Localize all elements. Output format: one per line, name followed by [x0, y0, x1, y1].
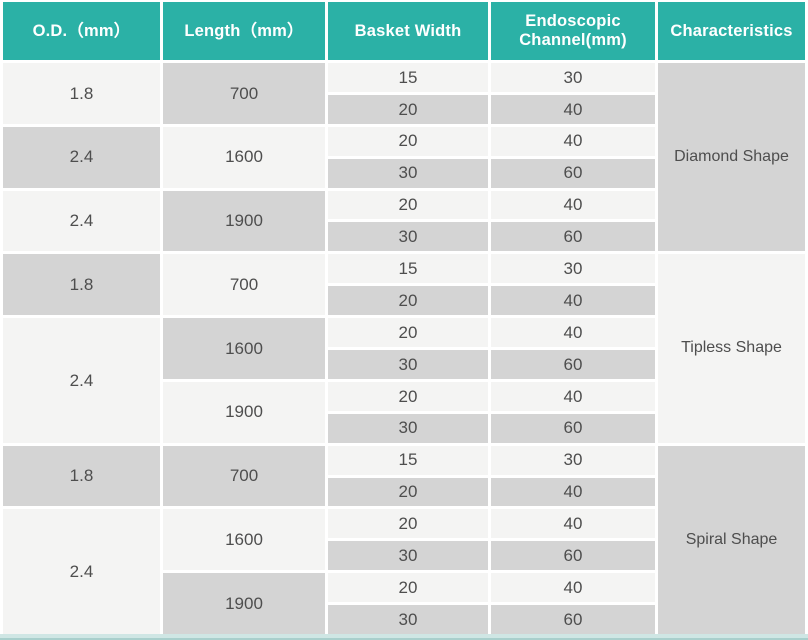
od-cell: 1.8 [3, 254, 160, 316]
basket-width-cell: 30 [328, 605, 488, 634]
endoscopic-channel-cell: 40 [491, 477, 655, 507]
header-od: O.D.（mm） [3, 2, 160, 60]
length-cell: 700 [163, 254, 325, 316]
endoscopic-channel-cell: 40 [491, 94, 655, 124]
endoscopic-channel-cell: 40 [491, 190, 655, 220]
characteristic-cell: Diamond Shape [658, 63, 805, 252]
endoscopic-channel-cell: 30 [491, 254, 655, 284]
basket-width-cell: 20 [328, 573, 488, 603]
endoscopic-channel-cell: 40 [491, 509, 655, 539]
basket-width-cell: 30 [328, 413, 488, 443]
endoscopic-channel-cell: 60 [491, 541, 655, 571]
header-endoscopic-channel-line2: Channel(mm) [519, 31, 627, 49]
length-cell: 1600 [163, 509, 325, 571]
endoscopic-channel-cell: 60 [491, 350, 655, 379]
length-cell: 700 [163, 63, 325, 124]
endoscopic-channel-cell: 60 [491, 413, 655, 443]
length-cell: 1600 [163, 318, 325, 379]
endoscopic-channel-cell: 30 [491, 63, 655, 92]
length-cell: 1900 [163, 190, 325, 252]
length-cell: 1900 [163, 381, 325, 443]
basket-width-cell: 20 [328, 477, 488, 507]
basket-width-cell: 15 [328, 63, 488, 92]
header-basket-width: Basket Width [328, 2, 488, 60]
endoscopic-channel-cell: 60 [491, 158, 655, 188]
characteristic-cell: Tipless Shape [658, 254, 805, 443]
od-cell: 2.4 [3, 190, 160, 252]
header-characteristics: Characteristics [658, 2, 805, 60]
length-cell: 1900 [163, 573, 325, 634]
basket-width-cell: 20 [328, 509, 488, 539]
od-cell: 2.4 [3, 509, 160, 634]
endoscopic-channel-cell: 40 [491, 286, 655, 316]
basket-width-cell: 20 [328, 126, 488, 156]
basket-width-cell: 15 [328, 445, 488, 475]
basket-width-cell: 20 [328, 381, 488, 411]
basket-width-cell: 20 [328, 286, 488, 316]
endoscopic-channel-cell: 40 [491, 126, 655, 156]
basket-width-cell: 20 [328, 94, 488, 124]
header-endoscopic-channel: Endoscopic Channel(mm) [491, 2, 655, 60]
od-cell: 2.4 [3, 126, 160, 188]
basket-width-cell: 30 [328, 350, 488, 379]
od-cell: 2.4 [3, 318, 160, 443]
od-cell: 1.8 [3, 63, 160, 124]
header-length: Length（mm） [163, 2, 325, 60]
endoscopic-channel-cell: 40 [491, 573, 655, 603]
length-cell: 700 [163, 445, 325, 507]
basket-width-cell: 30 [328, 541, 488, 571]
header-endoscopic-channel-lines: Endoscopic Channel(mm) [519, 12, 627, 50]
bottom-accent-band [0, 634, 808, 640]
od-cell: 1.8 [3, 445, 160, 507]
endoscopic-channel-cell: 60 [491, 222, 655, 252]
basket-width-cell: 20 [328, 318, 488, 347]
basket-width-cell: 20 [328, 190, 488, 220]
basket-width-cell: 30 [328, 222, 488, 252]
endoscopic-channel-cell: 60 [491, 605, 655, 634]
endoscopic-channel-cell: 40 [491, 381, 655, 411]
endoscopic-channel-cell: 30 [491, 445, 655, 475]
length-cell: 1600 [163, 126, 325, 188]
header-endoscopic-channel-line1: Endoscopic [525, 12, 621, 31]
characteristic-cell: Spiral Shape [658, 445, 805, 634]
endoscopic-channel-cell: 40 [491, 318, 655, 347]
basket-width-cell: 15 [328, 254, 488, 284]
basket-width-cell: 30 [328, 158, 488, 188]
